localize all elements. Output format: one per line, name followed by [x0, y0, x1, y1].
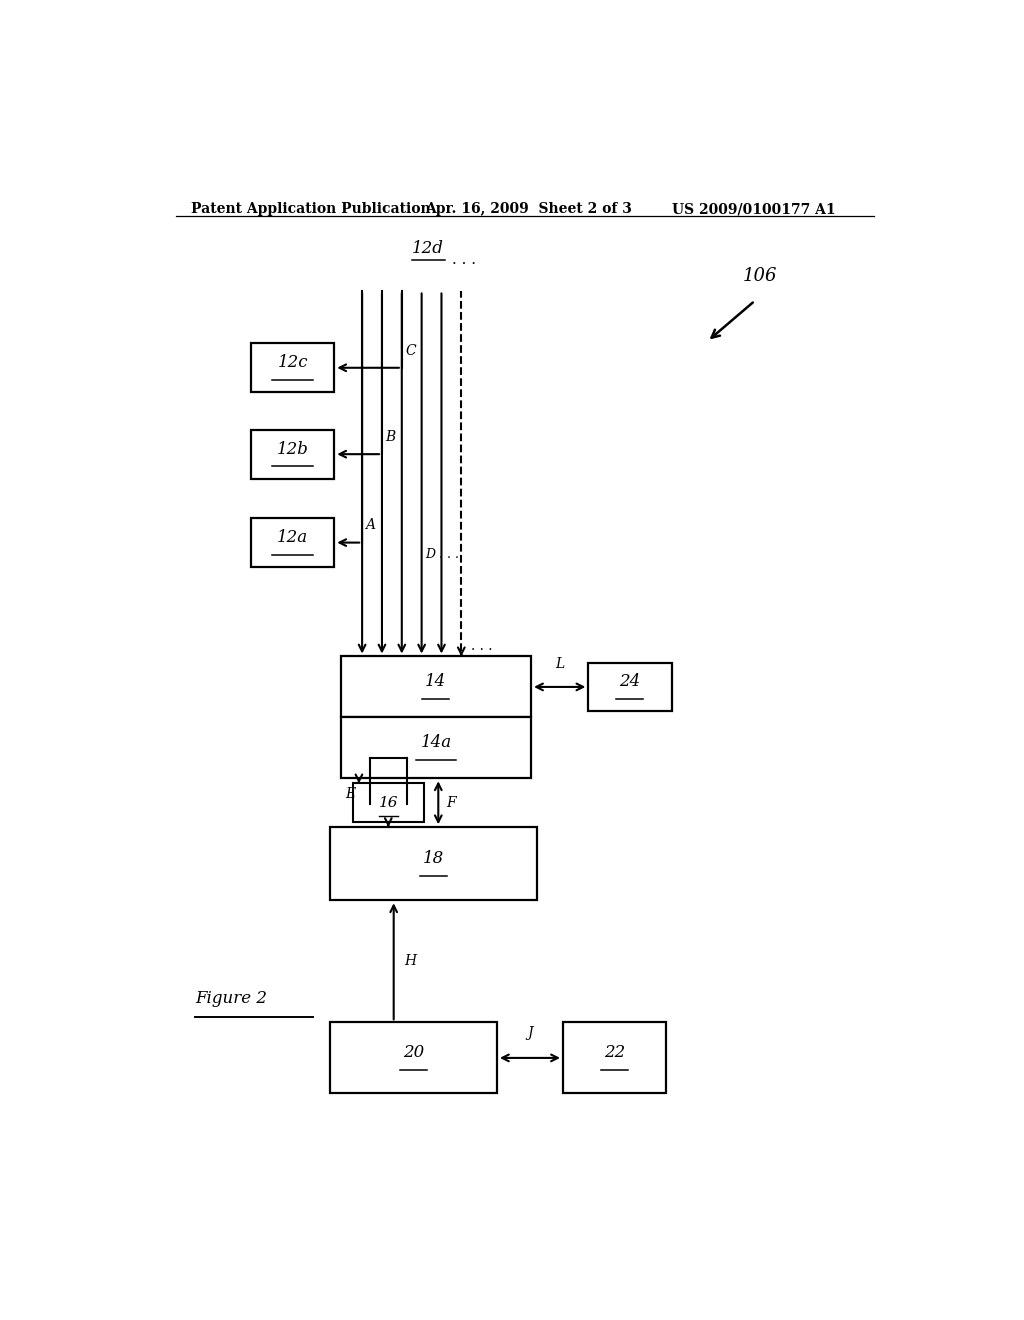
Text: 14a: 14a	[421, 734, 452, 751]
Text: 20: 20	[403, 1044, 424, 1061]
Text: C: C	[404, 343, 416, 358]
Bar	[341, 656, 531, 718]
Text: E: E	[345, 787, 355, 800]
Bar	[588, 663, 672, 711]
Text: Apr. 16, 2009  Sheet 2 of 3: Apr. 16, 2009 Sheet 2 of 3	[426, 202, 633, 216]
Text: 16: 16	[379, 796, 398, 809]
Text: 12c: 12c	[278, 354, 308, 371]
Text: J: J	[527, 1026, 532, 1040]
Bar	[341, 718, 531, 779]
Text: F: F	[446, 796, 456, 809]
Bar	[331, 828, 537, 900]
Text: . . .: . . .	[452, 253, 476, 267]
Bar	[563, 1022, 666, 1093]
Text: A: A	[366, 519, 375, 532]
Text: 12b: 12b	[276, 441, 308, 458]
Bar	[251, 343, 334, 392]
Text: 106: 106	[743, 268, 777, 285]
Text: 24: 24	[620, 673, 641, 690]
Text: 18: 18	[423, 850, 444, 867]
Text: L: L	[555, 656, 564, 671]
Text: H: H	[404, 954, 416, 969]
Text: 12a: 12a	[278, 529, 308, 546]
Text: 22: 22	[604, 1044, 625, 1061]
Text: 12d: 12d	[412, 240, 444, 257]
Bar	[331, 1022, 497, 1093]
Bar	[251, 430, 334, 479]
Text: Patent Application Publication: Patent Application Publication	[191, 202, 431, 216]
Text: . . .: . . .	[471, 639, 493, 653]
Text: US 2009/0100177 A1: US 2009/0100177 A1	[672, 202, 836, 216]
Bar	[251, 519, 334, 568]
Text: D . . .: D . . .	[425, 548, 459, 561]
Text: B: B	[385, 430, 395, 444]
Text: 14: 14	[425, 673, 446, 690]
Text: Figure 2: Figure 2	[196, 990, 267, 1007]
Bar	[352, 784, 424, 822]
